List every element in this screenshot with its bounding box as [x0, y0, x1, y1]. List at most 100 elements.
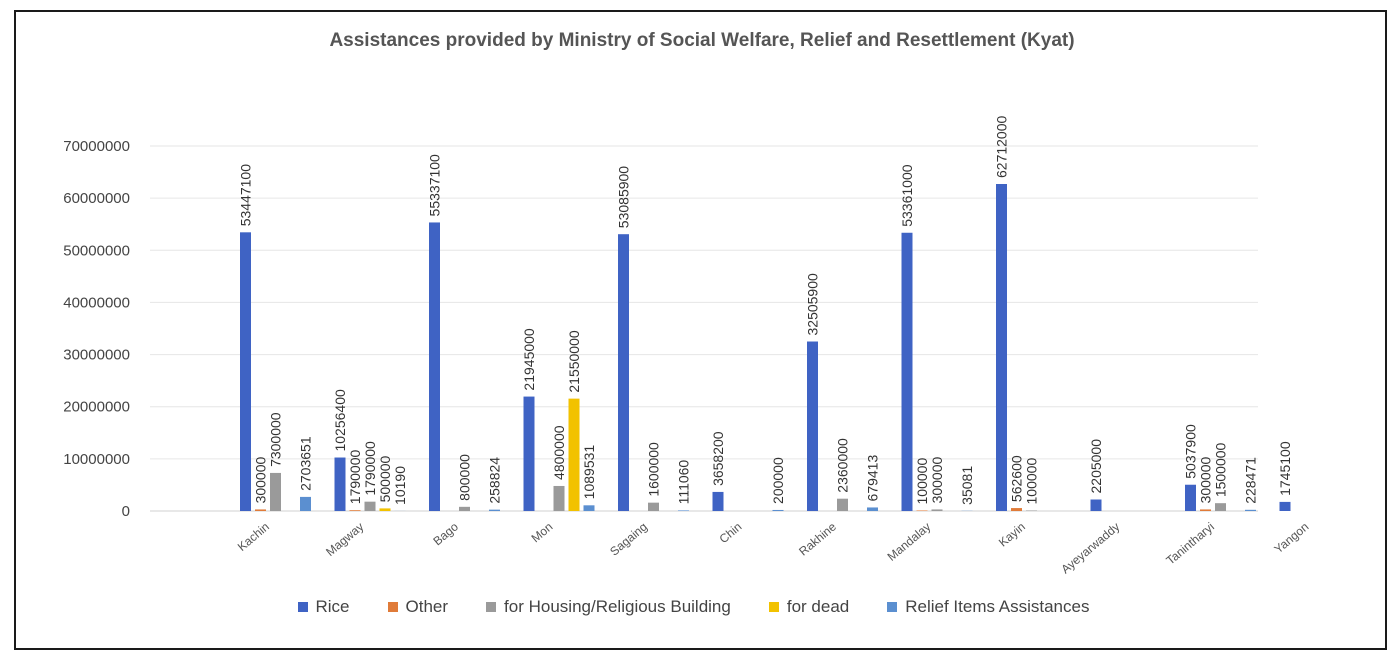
bar-rice: [996, 184, 1007, 511]
x-tick-label: Bago: [430, 519, 461, 548]
data-label: 32505900: [805, 273, 821, 336]
x-tick-label: Yangon: [1271, 520, 1311, 557]
legend-swatch: [298, 602, 308, 612]
x-tick-label: Chin: [717, 520, 745, 547]
legend-swatch: [486, 602, 496, 612]
bar-relief-items-assistances: [300, 497, 311, 511]
y-tick-label: 50000000: [63, 242, 130, 259]
bar-other: [1200, 509, 1211, 511]
data-label: 10256400: [332, 389, 348, 452]
y-tick-label: 30000000: [63, 347, 130, 364]
x-tick-label: Mandalay: [885, 520, 934, 564]
y-tick-label: 40000000: [63, 294, 130, 311]
bar-for-housing-religious-building: [932, 509, 943, 511]
data-label: 1089531: [581, 445, 597, 500]
bar-rice: [807, 342, 818, 511]
legend-swatch: [769, 602, 779, 612]
bar-other: [350, 510, 361, 511]
legend-item: for Housing/Religious Building: [486, 597, 731, 617]
x-tick-label: Rakhine: [796, 519, 839, 558]
data-label: 562600: [1009, 455, 1025, 502]
y-tick-label: 60000000: [63, 190, 130, 207]
x-tick-label: Ayeyarwaddy: [1058, 520, 1122, 577]
data-label: 53085900: [616, 166, 632, 229]
y-tick-label: 0: [122, 503, 130, 520]
x-tick-label: Kayin: [996, 520, 1028, 550]
data-label: 200000: [770, 457, 786, 504]
data-label: 100000: [914, 458, 930, 505]
legend-label: Relief Items Assistances: [905, 597, 1089, 617]
data-label: 300000: [1198, 457, 1214, 504]
legend-label: for Housing/Religious Building: [504, 597, 731, 617]
legend: Rice Other for Housing/Religious Building f…: [0, 597, 1387, 617]
legend-label: Other: [406, 597, 449, 617]
data-label: 300000: [253, 457, 269, 504]
data-label: 1790000: [362, 441, 378, 496]
bar-rice: [429, 222, 440, 511]
data-label: 1600000: [646, 442, 662, 497]
bar-other: [1011, 508, 1022, 511]
bar-for-housing-religious-building: [554, 486, 565, 511]
bar-chart: 0100000002000000030000000400000005000000…: [0, 0, 1387, 631]
legend-item: for dead: [769, 597, 849, 617]
bar-rice: [902, 233, 913, 511]
legend-swatch: [887, 602, 897, 612]
bar-relief-items-assistances: [678, 510, 689, 511]
data-label: 258824: [487, 457, 503, 504]
data-label: 2205000: [1088, 439, 1104, 494]
data-label: 10190: [392, 466, 408, 505]
data-label: 679413: [865, 455, 881, 502]
data-label: 53447100: [238, 164, 254, 227]
bar-for-housing-religious-building: [365, 502, 376, 511]
x-tick-label: Magway: [323, 520, 366, 559]
bar-rice: [240, 232, 251, 511]
bar-for-housing-religious-building: [459, 507, 470, 511]
y-tick-label: 20000000: [63, 399, 130, 416]
data-label: 62712000: [994, 115, 1010, 178]
bar-rice: [335, 458, 346, 511]
y-tick-label: 70000000: [63, 138, 130, 155]
bar-relief-items-assistances: [773, 510, 784, 511]
bar-rice: [1280, 502, 1291, 511]
bar-for-housing-religious-building: [837, 499, 848, 511]
data-label: 500000: [377, 455, 393, 502]
x-tick-label: Kachin: [235, 520, 272, 554]
bar-other: [255, 509, 266, 511]
data-label: 55337100: [427, 154, 443, 217]
bar-rice: [618, 234, 629, 511]
data-label: 1500000: [1213, 442, 1229, 497]
data-label: 228471: [1243, 457, 1259, 504]
bar-rice: [713, 492, 724, 511]
data-label: 21945000: [521, 328, 537, 391]
data-label: 2703651: [298, 436, 314, 491]
data-label: 21550000: [566, 330, 582, 393]
bar-other: [917, 510, 928, 511]
legend-item: Other: [388, 597, 449, 617]
data-label: 100000: [1024, 458, 1040, 505]
x-tick-label: Mon: [529, 520, 556, 546]
x-tick-label: Sagaing: [607, 520, 650, 559]
bar-rice: [1091, 500, 1102, 511]
data-label: 111060: [676, 460, 692, 505]
bar-relief-items-assistances: [867, 507, 878, 511]
bar-for-dead: [569, 399, 580, 511]
data-label: 300000: [929, 457, 945, 504]
legend-item: Relief Items Assistances: [887, 597, 1089, 617]
bar-for-dead: [380, 508, 391, 511]
bar-for-housing-religious-building: [648, 503, 659, 511]
legend-item: Rice: [298, 597, 350, 617]
legend-swatch: [388, 602, 398, 612]
bar-relief-items-assistances: [489, 510, 500, 511]
data-label: 800000: [457, 454, 473, 501]
data-label: 1790000: [347, 450, 363, 505]
data-label: 5037900: [1183, 424, 1199, 479]
data-label: 2360000: [835, 438, 851, 493]
bar-for-housing-religious-building: [1215, 503, 1226, 511]
data-label: 7300000: [268, 412, 284, 467]
bar-for-housing-religious-building: [270, 473, 281, 511]
data-label: 35081: [959, 466, 975, 505]
data-label: 1745100: [1277, 441, 1293, 496]
data-label: 4800000: [551, 425, 567, 480]
bar-rice: [524, 397, 535, 511]
legend-label: for dead: [787, 597, 849, 617]
